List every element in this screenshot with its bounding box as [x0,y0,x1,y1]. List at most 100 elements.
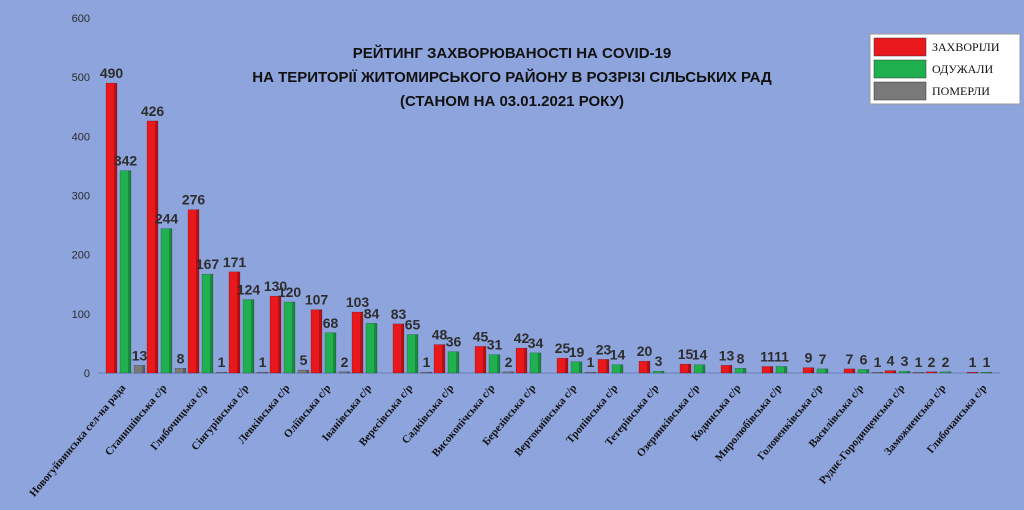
bar-died [256,371,269,374]
data-label: 13 [132,347,148,363]
bar-sick [146,120,159,374]
bar-recovered [816,368,829,374]
data-label: 103 [346,294,370,310]
data-label: 1 [423,354,431,370]
data-label: 490 [100,65,124,81]
bar-recovered [980,371,993,374]
bar-sick [761,366,774,374]
data-label: 83 [391,306,407,322]
data-label: 244 [155,211,179,227]
data-label: 1 [969,354,977,370]
bar-shade [907,371,910,373]
bar-shade [442,344,445,373]
bar-shade [360,312,363,373]
x-tick-label: Руднє-Городищенська с/р [817,382,907,486]
bars [105,82,993,374]
y-tick-label: 500 [72,72,90,84]
bar-shade [292,302,295,373]
bar-shade [196,209,199,373]
bar-shade [114,83,117,373]
bar-died [215,371,228,374]
data-label: 171 [223,254,247,270]
bar-died [297,369,310,374]
bar-shade [770,366,773,373]
legend-swatch [873,59,927,79]
data-label: 1 [915,354,923,370]
bar-shade [401,323,404,373]
data-label: 5 [300,352,308,368]
data-label: 130 [264,278,288,294]
bar-shade [989,372,992,373]
data-label: 14 [692,347,708,363]
bar-shade [852,368,855,373]
data-label: 11 [760,348,775,364]
legend-swatch [873,81,927,101]
bar-sick [556,357,569,374]
data-label: 48 [432,327,448,343]
bar-shade [702,364,705,373]
bar-shade [565,358,568,373]
data-label: 14 [610,347,626,363]
bar-recovered [160,228,173,374]
bar-sick [638,360,651,374]
y-tick-label: 600 [72,13,90,25]
bar-sick [105,82,118,374]
data-label: 3 [901,353,909,369]
data-label: 84 [364,305,380,321]
legend-label: ОДУЖАЛИ [932,62,993,76]
bar-died [871,371,884,374]
data-label: 107 [305,292,329,308]
bar-shade [688,364,691,373]
title-line-2: НА ТЕРИТОРІЇ ЖИТОМИРСЬКОГО РАЙОНУ В РОЗР… [252,68,772,86]
bar-shade [934,371,937,373]
bar-shade [333,332,336,373]
bar-recovered [734,368,747,374]
data-label: 25 [555,340,571,356]
data-label: 31 [487,337,503,353]
bar-died [174,368,187,374]
bar-sick [392,323,405,374]
bar-sick [474,346,487,374]
bar-shade [265,372,268,373]
data-label: 120 [278,284,302,300]
bar-shade [866,369,869,373]
data-label: 8 [737,350,745,366]
bar-shade [975,372,978,373]
data-label: 2 [341,354,349,370]
bar-sick [966,371,979,374]
bar-shade [429,372,432,373]
bar-shade [743,368,746,373]
bar-shade [511,371,514,373]
data-label: 4 [887,353,895,369]
bar-shade [825,368,828,373]
bar-recovered [570,361,583,374]
y-tick-label: 200 [72,250,90,262]
data-label: 19 [569,344,585,360]
data-label: 1 [587,354,595,370]
bar-recovered [939,371,952,374]
bar-recovered [201,273,214,374]
bar-died [133,365,146,374]
bar-recovered [693,364,706,374]
bar-recovered [242,299,255,374]
chart-title: РЕЙТИНГ ЗАХВОРЮВАНОСТІ НА COVID-19 НА ТЕ… [252,44,772,110]
data-label: 34 [528,335,544,351]
legend-label: ПОМЕРЛИ [932,84,990,98]
data-label: 36 [446,334,462,350]
title-line-1: РЕЙТИНГ ЗАХВОРЮВАНОСТІ НА COVID-19 [353,44,671,62]
bar-shade [155,120,158,373]
data-label: 1 [983,354,991,370]
bar-recovered [857,369,870,374]
data-label: 426 [141,103,165,119]
bar-sick [597,359,610,374]
y-tick-label: 0 [84,368,90,380]
bar-sick [269,295,282,374]
bar-shade [538,352,541,373]
data-label: 124 [237,282,261,298]
bar-recovered [488,354,501,374]
data-label: 11 [774,348,789,364]
bar-shade [456,351,459,373]
data-label: 45 [473,328,489,344]
data-label: 13 [719,347,735,363]
